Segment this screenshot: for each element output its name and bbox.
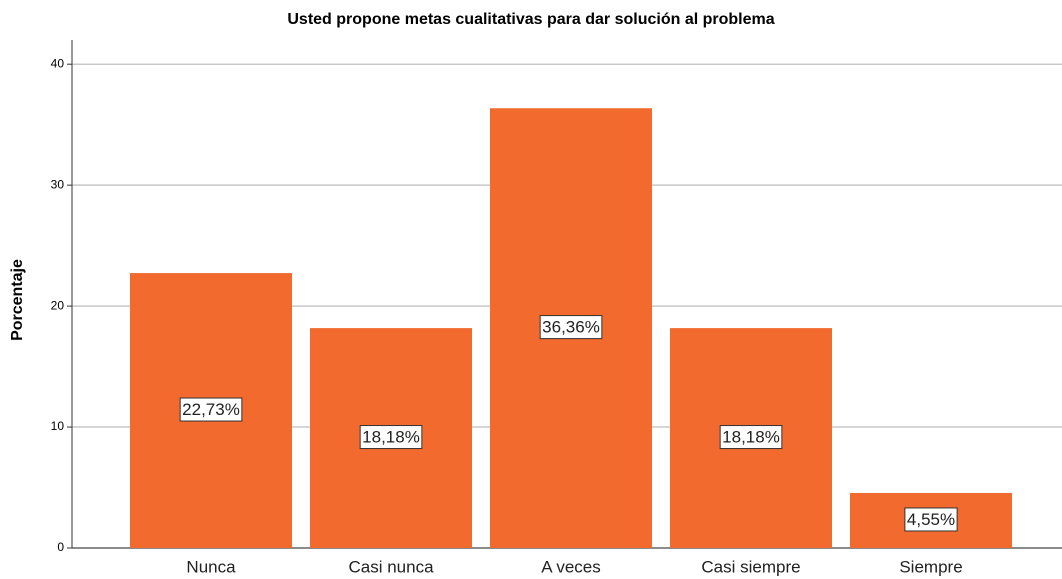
y-tick-label: 20 (51, 298, 65, 312)
y-tick-label: 40 (51, 56, 65, 70)
value-label-box (359, 425, 423, 450)
value-label: 18,18% (362, 428, 420, 447)
value-label: 22,73% (182, 400, 240, 419)
value-label: 18,18% (722, 428, 780, 447)
value-label: 36,36% (542, 318, 600, 337)
chart-title: Usted propone metas cualitativas para da… (287, 11, 774, 28)
x-tick-label: Nunca (186, 557, 236, 576)
x-tick-label: Casi siempre (701, 557, 800, 576)
y-tick-label: 10 (51, 419, 65, 433)
value-label: 4,55% (907, 510, 955, 529)
value-label-box (179, 397, 243, 422)
x-tick-label: Siempre (899, 557, 962, 576)
y-axis-label: Porcentaje (9, 259, 26, 341)
x-tick-label: Casi nunca (348, 557, 434, 576)
x-tick-label: A veces (541, 557, 601, 576)
y-tick-label: 0 (57, 540, 64, 554)
value-label-box (719, 425, 783, 450)
y-tick-label: 30 (51, 177, 65, 191)
value-label-box (904, 507, 958, 532)
value-label-box (539, 315, 603, 340)
